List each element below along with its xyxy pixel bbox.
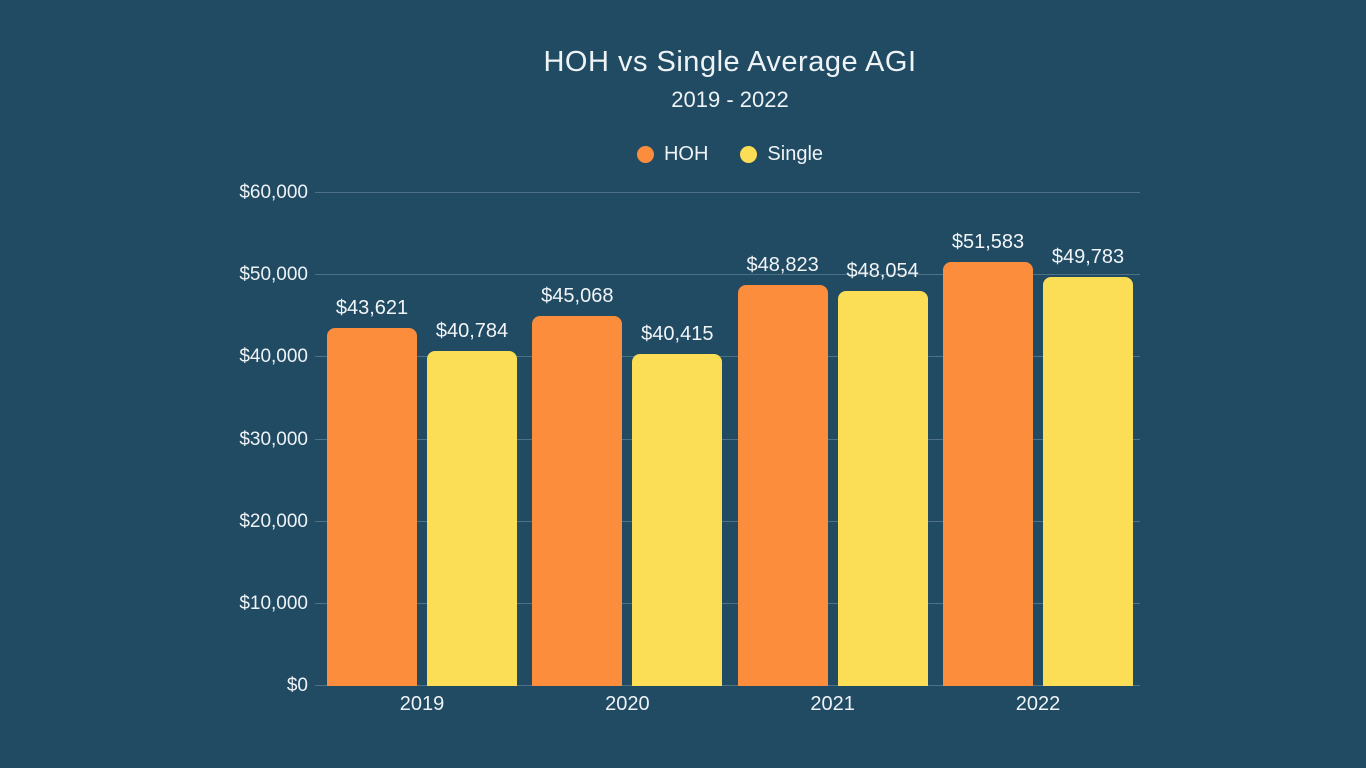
x-tick-label: 2022	[1015, 693, 1061, 715]
y-tick-label: $0	[286, 675, 308, 696]
bar-value-label: $51,583	[951, 231, 1025, 254]
plot-area: $43,621 $40,784 $45,068 $40,415 $48,823 $48,0…	[315, 192, 1140, 686]
bar-value-label: $40,415	[641, 322, 714, 345]
bar-hoh: $51,583	[942, 231, 1033, 686]
gridline	[315, 274, 1140, 276]
y-tick-label: $60,000	[239, 182, 308, 203]
bar-value-label: $48,823	[746, 253, 819, 276]
legend-item-hoh: HOH	[636, 143, 709, 166]
bar-group: $48,823 $48,054	[737, 193, 928, 686]
chart-subtitle: 2019 - 2022	[671, 87, 789, 112]
gridline	[315, 356, 1140, 358]
y-tick-label: $40,000	[239, 346, 308, 368]
legend-label: HOH	[663, 143, 709, 165]
chart-header: HOH vs Single Average AGI 2019 - 2022	[320, 46, 1140, 113]
x-axis: 2019 2020 2021 2022	[320, 693, 1140, 716]
chart-title: HOH vs Single Average AGI	[543, 46, 917, 78]
legend-item-single: Single	[740, 143, 823, 166]
y-tick-label: $20,000	[239, 510, 308, 532]
x-tick-label: 2019	[399, 693, 445, 715]
y-tick-label: $50,000	[239, 264, 308, 286]
bar-hoh: $48,823	[737, 254, 828, 686]
bar-value-label: $40,784	[435, 319, 509, 342]
legend-label: Single	[767, 143, 824, 165]
bar-group: $45,068 $40,415	[532, 193, 723, 686]
legend-marker-circle-icon	[740, 146, 758, 163]
bar-single: $49,783	[1042, 246, 1133, 686]
gridline	[315, 192, 1140, 193]
bar-hoh: $45,068	[532, 285, 623, 686]
bar-value-label: $45,068	[541, 284, 614, 307]
gridline	[315, 438, 1140, 440]
gridline	[315, 520, 1140, 522]
bar-value-label: $48,054	[846, 260, 919, 283]
legend-marker-circle-icon	[636, 146, 654, 163]
bar-single: $40,784	[427, 320, 517, 686]
bar-single: $48,054	[837, 260, 928, 686]
x-tick-label: 2021	[810, 693, 855, 715]
legend: HOH Single	[320, 143, 1140, 166]
y-tick-label: $30,000	[239, 428, 308, 450]
bar-value-label: $43,621	[335, 296, 409, 319]
gridline	[315, 602, 1140, 604]
y-axis: $0 $10,000 $20,000 $30,000 $40,000 $50,000 $60…	[0, 182, 308, 696]
bar-value-label: $49,783	[1051, 245, 1125, 268]
y-tick-label: $10,000	[239, 592, 308, 614]
gridline	[315, 685, 1140, 686]
bar-hoh: $43,621	[327, 297, 417, 686]
x-tick-label: 2020	[605, 693, 650, 715]
bar-single: $40,415	[632, 323, 723, 686]
bar-group: $51,583 $49,783	[942, 193, 1133, 686]
bar-group: $43,621 $40,784	[327, 193, 517, 686]
